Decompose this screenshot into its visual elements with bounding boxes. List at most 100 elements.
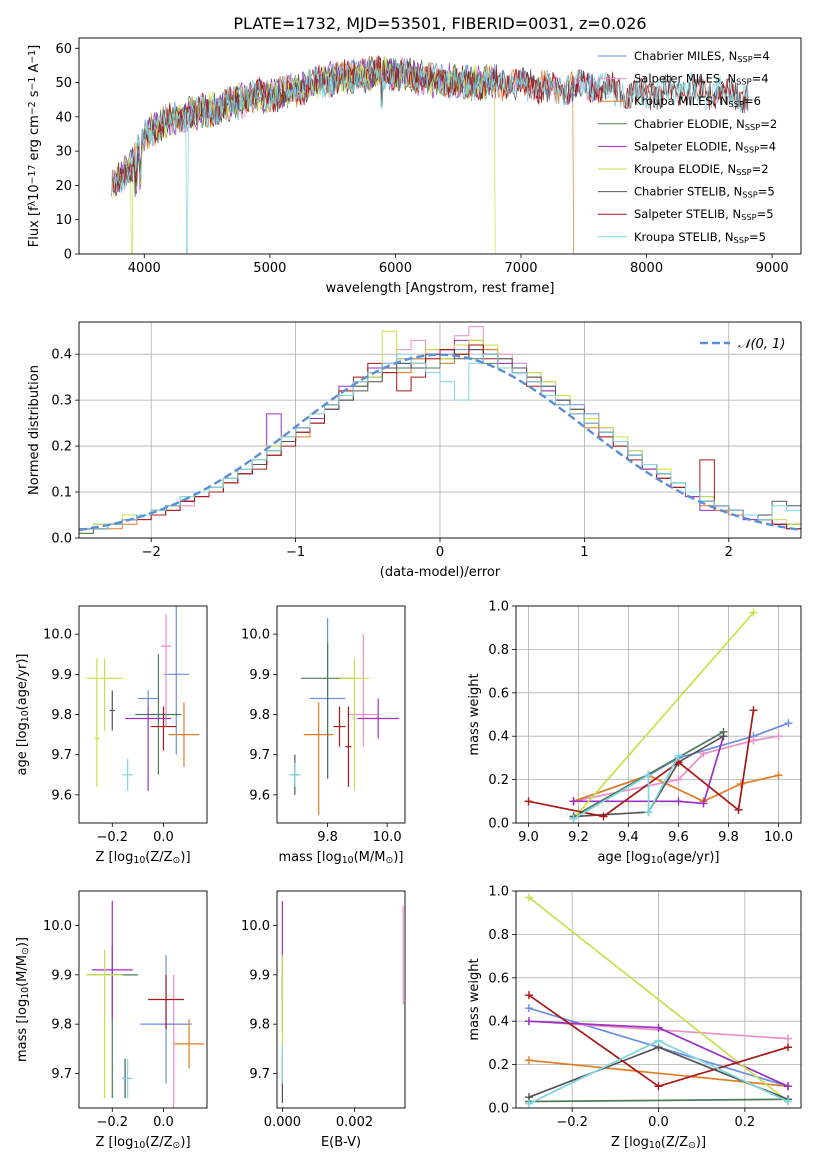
axes-frame: [515, 890, 802, 1109]
weight-marker: [784, 1034, 793, 1043]
legend-label: Chabrier STELIB, NSSP=5: [634, 185, 775, 200]
label-script: SSP: [729, 99, 744, 109]
x-tick-label: 9000: [756, 261, 789, 276]
weight-marker: [524, 1017, 533, 1026]
x-tick-label: 4000: [128, 261, 161, 276]
label-part: )]: [180, 850, 190, 865]
label-part: Kroupa ELODIE, N: [634, 162, 736, 176]
x-axis-label: (data-model)/error: [380, 565, 501, 580]
y-tick-label: 60: [55, 42, 72, 57]
label-part: =4: [752, 72, 769, 86]
label-part: =4: [759, 139, 776, 153]
legend-label: Salpeter STELIB, NSSP=5: [634, 207, 774, 222]
weight-marker: [674, 751, 683, 760]
label-script: −1: [27, 77, 38, 91]
y-axis-label: mass weight: [467, 673, 482, 755]
y-tick-label: 0.3: [51, 394, 72, 409]
y-tick-label: 0.6: [488, 686, 509, 701]
weight-marker: [599, 812, 608, 821]
panel-weight_vs_age: 9.0 9.2 9.4 9.6 9.8 10.0 0.0 0.2 0.4 0.6 0.8 1.0 age…: [467, 600, 802, 866]
x-tick-label: −0.2: [556, 1115, 588, 1130]
weight-marker: [784, 1097, 793, 1106]
label-script: 10: [649, 1140, 661, 1151]
legend-label: Salpeter MILES, NSSP=4: [634, 72, 769, 87]
weight-marker: [699, 799, 708, 808]
y-tick-label: 0: [64, 248, 72, 263]
label-part: =2: [752, 162, 769, 176]
axes-frame: [276, 890, 406, 1109]
x-tick-label: 0.0: [153, 1115, 174, 1130]
y-axis-label: mass [log10(M/M⊙)]: [15, 937, 31, 1062]
normal-curve: [79, 353, 801, 532]
panel-spectrum: 4000 5000 6000 7000 8000 9000 0 10 20 30 40 50 60 wav…: [27, 37, 802, 296]
label-part: =4: [753, 49, 770, 63]
label-part: (Z/Z: [661, 1135, 688, 1150]
label-part: Kroupa MILES, N: [634, 94, 729, 108]
label-script: SSP: [736, 167, 751, 177]
y-tick-label: 10.0: [43, 919, 72, 934]
y-tick-label: 0.2: [488, 773, 509, 788]
y-tick-label: 9.7: [249, 1067, 270, 1082]
axes-frame: [78, 37, 802, 255]
label-script: 10: [133, 855, 145, 866]
x-tick-label: 10.0: [764, 830, 793, 845]
y-tick-label: 10.0: [241, 628, 270, 643]
label-script: ⊙: [688, 1140, 696, 1151]
histogram-series: [79, 344, 801, 530]
x-tick-label: 2: [725, 545, 733, 560]
x-tick-label: 5000: [253, 261, 286, 276]
weight-marker: [524, 893, 533, 902]
panel-mass_vs_EBV: 0.000 0.002 9.7 9.8 9.9 10.0 E(B-V): [241, 890, 406, 1150]
label-part: Chabrier MILES, N: [634, 49, 737, 63]
x-tick-label: 10.0: [373, 830, 402, 845]
x-tick-label: 9.8: [317, 830, 338, 845]
weight-marker: [524, 1056, 533, 1065]
panel-age_vs_Z: −0.2 0.09.69.79.89.910.0Z [log10(Z/Z⊙)]ag…: [15, 605, 208, 866]
legend-label: Chabrier MILES, NSSP=4: [634, 49, 770, 64]
x-tick-label: 0.0: [648, 1115, 669, 1130]
plot-area: [86, 606, 200, 791]
y-tick-label: 1.0: [488, 885, 509, 900]
legend-label: Kroupa STELIB, NSSP=5: [634, 230, 766, 245]
label-part: Chabrier STELIB, N: [634, 185, 742, 199]
x-tick-label: 9.2: [568, 830, 589, 845]
label-part: Salpeter MILES, N: [634, 72, 736, 86]
weight-marker: [569, 814, 578, 823]
x-tick-label: 0.0: [153, 830, 174, 845]
weight-marker: [524, 797, 533, 806]
weight-marker: [644, 771, 653, 780]
weight-marker: [784, 1082, 793, 1091]
y-tick-label: 9.8: [51, 1018, 72, 1033]
label-script: 10: [342, 855, 354, 866]
x-tick-label: 7000: [504, 261, 537, 276]
weight-marker: [749, 736, 758, 745]
label-script: SSP: [741, 212, 756, 222]
y-tick-label: 0.1: [51, 486, 72, 501]
axes-frame: [78, 605, 208, 824]
x-tick-label: 0.002: [336, 1115, 373, 1130]
x-axis-label: age [log10(age/yr)]: [598, 850, 720, 866]
label-script: ⊙: [173, 855, 181, 866]
x-tick-label: −0.2: [96, 1115, 128, 1130]
x-tick-label: 0.2: [735, 1115, 756, 1130]
panel-mass_vs_Z: −0.2 0.09.79.89.910.0Z [log10(Z/Z⊙)]mass …: [15, 890, 208, 1151]
label-part: Salpeter STELIB, N: [634, 207, 741, 221]
plot-area: [281, 900, 404, 1104]
label-part: =5: [757, 207, 774, 221]
y-tick-label: 9.7: [51, 1067, 72, 1082]
x-axis-label: E(B-V): [321, 1135, 361, 1150]
label-part: =2: [760, 117, 777, 131]
label-part: age [log: [598, 850, 651, 865]
y-tick-label: 9.9: [51, 968, 72, 983]
weight-marker: [644, 808, 653, 817]
label-part: mass [log: [15, 999, 30, 1062]
y-tick-label: 9.8: [249, 708, 270, 723]
y-tick-label: 9.8: [51, 708, 72, 723]
weight-series: [573, 735, 724, 818]
label-script: ⊙: [173, 1140, 181, 1151]
legend-label: Salpeter ELODIE, NSSP=4: [634, 139, 776, 154]
x-axis-label: wavelength [Angstrom, rest frame]: [326, 281, 555, 296]
y-tick-label: 10.0: [241, 919, 270, 934]
label-script: 10: [20, 987, 31, 999]
x-tick-label: −0.2: [96, 830, 128, 845]
